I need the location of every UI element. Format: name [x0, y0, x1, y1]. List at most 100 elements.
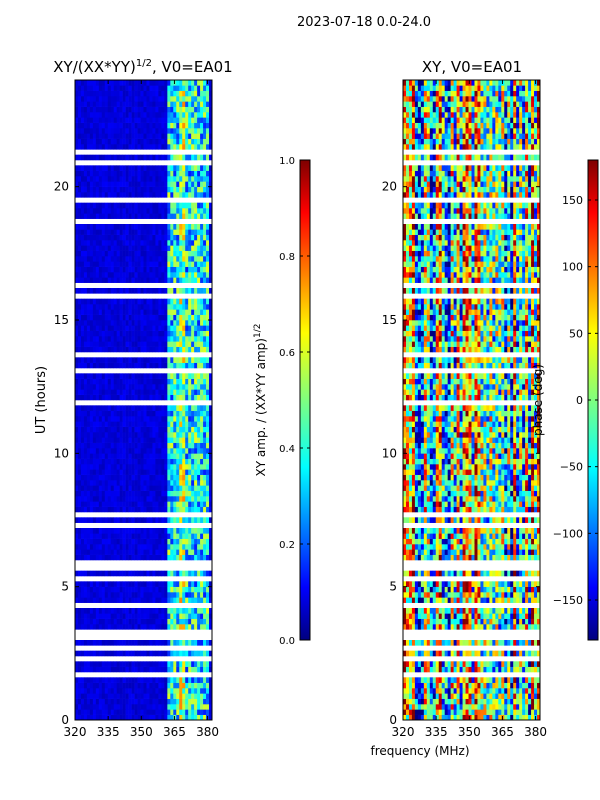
heatmap-cell [95, 426, 100, 433]
heatmap-cell [137, 165, 141, 171]
heatmap-cell [92, 448, 97, 454]
heatmap-cell [122, 650, 126, 657]
heatmap-cell [122, 394, 126, 401]
heatmap-cell [161, 592, 165, 598]
heatmap-cell [104, 181, 109, 187]
heatmap-cell [170, 613, 174, 619]
heatmap-cell [534, 693, 538, 699]
heatmap-cell [80, 90, 85, 97]
heatmap-cell [188, 202, 192, 209]
heatmap-cell [86, 618, 91, 625]
heatmap-cell [80, 666, 85, 673]
heatmap-cell [209, 165, 213, 171]
heatmap-cell [107, 613, 112, 619]
heatmap-cell [119, 202, 123, 209]
heatmap-cell [110, 85, 115, 91]
heatmap-cell [110, 490, 115, 497]
heatmap-cell [128, 490, 132, 497]
heatmap-cell [471, 709, 475, 715]
heatmap-cell [75, 437, 79, 443]
heatmap-cell [405, 709, 410, 715]
heatmap-cell [182, 80, 186, 86]
heatmap-cell [104, 144, 109, 150]
heatmap-cell [75, 650, 79, 657]
heatmap-cell [125, 224, 129, 230]
heatmap-cell [450, 698, 454, 705]
heatmap-cell [119, 709, 123, 715]
heatmap-cell [194, 416, 198, 422]
heatmap-cell [179, 133, 183, 139]
heatmap-cell [200, 496, 204, 502]
heatmap-cell [149, 112, 153, 118]
heatmap-cell [167, 186, 171, 193]
heatmap-cell [164, 485, 168, 491]
heatmap-cell [98, 208, 103, 214]
heatmap-cell [426, 704, 431, 710]
heatmap-cell [107, 698, 112, 705]
heatmap-cell [98, 693, 103, 699]
heatmap-cell [95, 90, 100, 97]
heatmap-cell [167, 549, 171, 555]
heatmap-cell [134, 528, 138, 534]
heatmap-cell [146, 202, 150, 209]
heatmap-cell [92, 549, 97, 555]
heatmap-cell [194, 533, 198, 539]
heatmap-cell [83, 464, 88, 470]
heatmap-cell [185, 496, 189, 502]
heatmap-cell [107, 592, 112, 598]
heatmap-cell [203, 709, 207, 715]
heatmap-cell [86, 453, 91, 459]
heatmap-cell [170, 272, 174, 278]
heatmap-cell [122, 309, 126, 315]
heatmap-cell [101, 192, 106, 198]
heatmap-cell [116, 597, 120, 603]
heatmap-cell [191, 240, 195, 246]
heatmap-cell [137, 586, 141, 593]
heatmap-cell [119, 234, 123, 241]
heatmap-cell [131, 144, 135, 150]
heatmap-cell [191, 378, 195, 385]
heatmap-cell [107, 346, 112, 353]
heatmap-cell [194, 229, 198, 235]
heatmap-cell [143, 693, 147, 699]
heatmap-cell [113, 256, 117, 262]
heatmap-cell [188, 624, 192, 630]
heatmap-cell [86, 650, 91, 657]
heatmap-cell [203, 133, 207, 139]
heatmap-cell [194, 186, 198, 193]
heatmap-cell [104, 250, 109, 257]
heatmap-cell [161, 389, 165, 395]
heatmap-cell [137, 266, 141, 273]
heatmap-cell [104, 106, 109, 113]
heatmap-cell [98, 533, 103, 539]
heatmap-cell [209, 709, 213, 715]
heatmap-cell [83, 112, 88, 118]
heatmap-cell [86, 325, 91, 331]
heatmap-cell [95, 618, 100, 625]
heatmap-cell [179, 330, 183, 337]
heatmap-cell [140, 208, 144, 214]
heatmap-cell [104, 597, 109, 603]
heatmap-cell [89, 133, 94, 139]
heatmap-cell [146, 533, 150, 539]
heatmap-cell [197, 613, 201, 619]
heatmap-cell [516, 693, 520, 699]
heatmap-cell [197, 453, 201, 459]
heatmap-cell [101, 448, 106, 454]
heatmap-cell [146, 192, 150, 198]
heatmap-cell [104, 378, 109, 385]
heatmap-cell [161, 346, 165, 353]
heatmap-cell [95, 608, 100, 614]
heatmap-cell [206, 373, 210, 379]
heatmap-cell [173, 592, 177, 598]
heatmap-cell [77, 85, 82, 91]
heatmap-cell [131, 581, 135, 587]
heatmap-cell [86, 597, 91, 603]
heatmap-cell [80, 170, 85, 177]
heatmap-cell [101, 245, 106, 251]
heatmap-cell [203, 154, 207, 161]
heatmap-cell [158, 480, 162, 486]
heatmap-cell [194, 661, 198, 667]
heatmap-cell [134, 144, 138, 150]
heatmap-cell [408, 677, 413, 683]
